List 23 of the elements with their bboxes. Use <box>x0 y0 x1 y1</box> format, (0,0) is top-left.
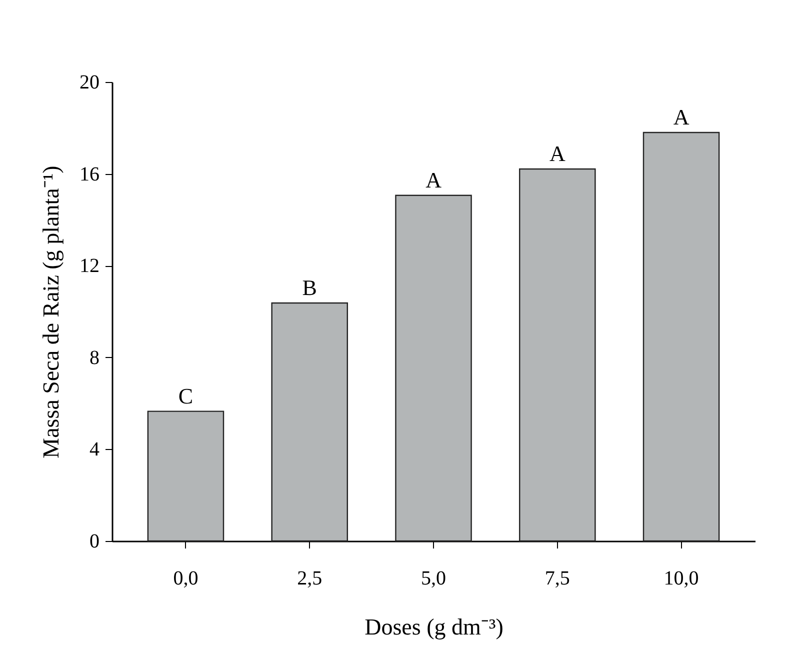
annotation: A <box>673 104 690 130</box>
y-tick-label: 8 <box>90 346 100 369</box>
x-tick-label: 2,5 <box>297 568 322 590</box>
y-tick-label: 0 <box>90 530 100 552</box>
annotation: A <box>426 167 442 192</box>
bar <box>395 194 472 542</box>
x-tick-label: 10,0 <box>664 568 699 590</box>
x-tick-label: 0,0 <box>173 568 198 590</box>
y-tick-label: 4 <box>90 438 100 461</box>
bar <box>519 168 596 542</box>
bar <box>147 410 224 542</box>
x-tick-label: 5,0 <box>421 568 446 590</box>
y-tick-label: 16 <box>80 163 100 186</box>
bar <box>642 132 720 542</box>
y-tick-label: 12 <box>80 255 100 278</box>
bar <box>271 302 348 542</box>
x-tick-label: 7,5 <box>544 568 570 590</box>
annotation: B <box>302 275 317 300</box>
y-tick-label: 20 <box>80 72 100 94</box>
y-axis-title: Massa Seca de Raiz (g planta⁻¹) <box>38 166 64 458</box>
x-axis-title: Doses (g dm⁻³) <box>364 614 504 640</box>
annotation: C <box>178 383 194 408</box>
annotation: A <box>549 140 566 166</box>
